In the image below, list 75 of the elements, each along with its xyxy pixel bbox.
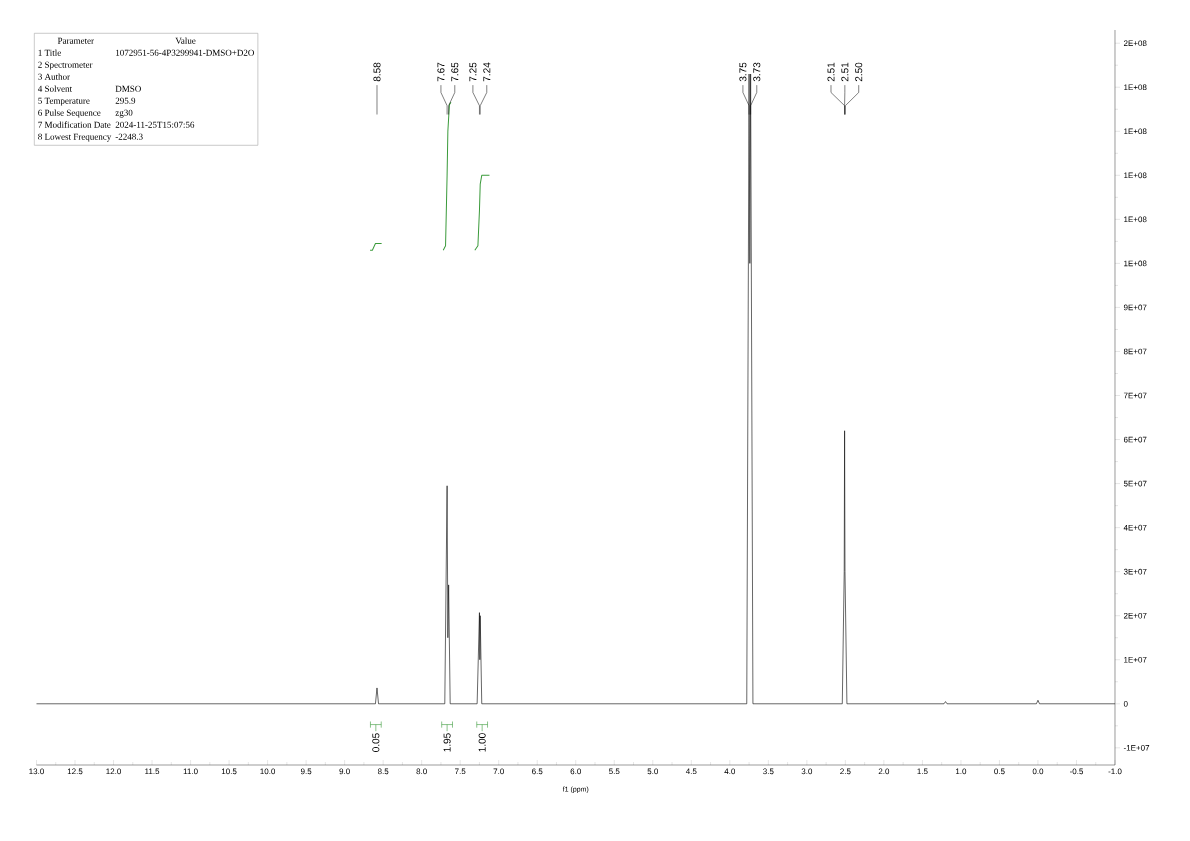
x-tick-label: 7.0: [493, 768, 504, 775]
annotation: 7.24: [483, 62, 491, 82]
annotation: DMSO: [115, 85, 141, 92]
y-tick-label: 1E+08: [1124, 216, 1147, 223]
annotation: 4 Solvent: [37, 85, 72, 92]
y-tick-label: 2E+08: [1123, 40, 1147, 47]
x-tick-label: 9.5: [300, 768, 312, 775]
x-tick-label: 8.0: [416, 768, 427, 775]
y-tick-label: 5E+07: [1123, 480, 1147, 487]
annotation: 2.51: [841, 62, 849, 82]
x-tick-label: 2.0: [878, 768, 890, 775]
annotation: 1 Title: [38, 49, 61, 56]
annotation: 7.65: [451, 62, 459, 82]
annotation: Parameter: [57, 37, 94, 44]
annotation: 1072951-56-4P3299941-DMSO+D2O: [116, 49, 254, 56]
y-tick-label: 1E+08: [1124, 172, 1147, 179]
y-tick-label: 3E+07: [1123, 568, 1147, 575]
y-tick-label: 7E+07: [1123, 392, 1147, 399]
y-tick-label: 1E+08: [1124, 260, 1147, 267]
x-tick-label: 6.5: [532, 768, 543, 775]
y-tick-label: -1E+07: [1123, 745, 1150, 751]
x-tick-label: 13.0: [29, 768, 44, 775]
annotation: 3.75: [739, 62, 747, 82]
annotation: 295.9: [115, 97, 136, 104]
x-tick-label: 10.5: [221, 768, 237, 775]
x-tick-label: 0.5: [994, 768, 1005, 775]
x-tick-label: 6.0: [570, 768, 581, 775]
x-tick-label: 2.5: [840, 768, 851, 775]
annotation: 8.58: [373, 62, 381, 82]
y-tick-label: 2E+07: [1123, 612, 1147, 619]
x-tick-label: 5.0: [647, 768, 659, 775]
x-tick-label: 11.5: [145, 768, 160, 775]
annotation: 2.50: [855, 62, 863, 82]
y-tick-label: 1E+08: [1124, 84, 1147, 91]
x-tick-label: 0.0: [1032, 768, 1044, 775]
annotation: 7 Modification Date: [38, 121, 111, 128]
annotation: zg30: [115, 109, 133, 118]
x-tick-label: 8.5: [377, 768, 389, 775]
annotation: 7.25: [469, 62, 477, 82]
x-tick-label: 12.5: [67, 768, 83, 775]
annotation: 2 Spectrometer: [38, 61, 93, 70]
y-tick-label: 8E+07: [1123, 348, 1147, 355]
annotation: -2248.3: [115, 133, 143, 140]
annotation: 3.73: [753, 62, 761, 82]
x-tick-label: -0.5: [1069, 768, 1084, 775]
x-tick-label: 10.0: [260, 768, 276, 775]
annotation: 5 Temperature: [38, 97, 90, 106]
x-tick-label: 4.0: [724, 768, 736, 775]
x-tick-label: 1.0: [955, 768, 967, 775]
y-tick-label: 6E+07: [1123, 436, 1147, 443]
annotation: 1.00: [478, 733, 486, 752]
annotation: 7.67: [437, 62, 445, 82]
annotation: 3 Author: [38, 73, 70, 80]
y-tick-label: 1E+08: [1124, 128, 1147, 135]
annotation: 1.95: [443, 733, 451, 752]
x-tick-label: 4.5: [685, 768, 697, 775]
x-tick-label: 7.5: [455, 768, 466, 775]
y-tick-label: 9E+07: [1123, 304, 1147, 311]
annotation: 0.05: [372, 733, 380, 752]
annotation: 6 Pulse Sequence: [38, 109, 101, 118]
x-tick-label: 5.5: [609, 768, 620, 775]
y-tick-label: 0: [1123, 700, 1128, 707]
annotation: 2.51: [827, 62, 835, 82]
x-tick-label: 11.0: [183, 768, 198, 775]
annotation: Value: [175, 37, 196, 44]
annotation: 8 Lowest Frequency: [38, 133, 112, 142]
x-tick-label: 9.0: [339, 768, 350, 775]
x-tick-label: 3.5: [763, 768, 774, 775]
annotation: 2024-11-25T15:07:56: [115, 121, 195, 128]
x-tick-label: 3.0: [801, 768, 813, 775]
x-tick-label: 12.0: [106, 768, 121, 775]
x-tick-label: -1.0: [1108, 768, 1122, 775]
y-tick-label: 4E+07: [1123, 524, 1147, 531]
x-tick-label: 1.5: [917, 768, 928, 775]
y-tick-label: 1E+07: [1124, 656, 1147, 663]
